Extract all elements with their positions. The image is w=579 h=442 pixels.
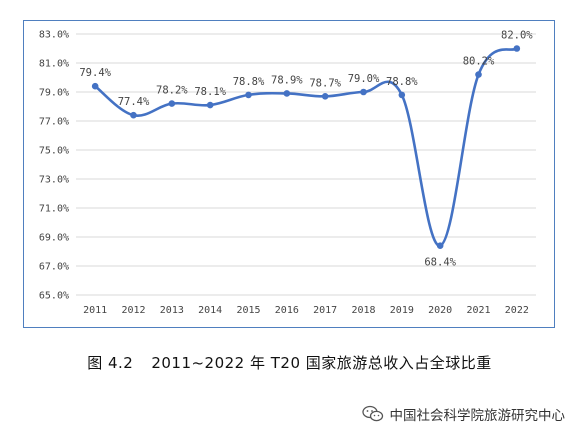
x-tick-label: 2022 — [505, 305, 529, 316]
data-point — [475, 71, 482, 78]
x-tick-label: 2021 — [466, 305, 490, 316]
y-tick-label: 79.0% — [39, 88, 69, 99]
x-tick-label: 2019 — [390, 305, 414, 316]
data-label: 79.4% — [79, 67, 111, 79]
x-tick-label: 2020 — [428, 305, 452, 316]
x-tick-label: 2016 — [275, 305, 299, 316]
x-tick-label: 2017 — [313, 305, 337, 316]
data-point — [91, 82, 99, 90]
x-tick-label: 2011 — [83, 305, 107, 316]
figure-title: 2011~2022 年 T20 国家旅游总收入占全球比重 — [151, 354, 492, 372]
series-line — [94, 47, 518, 247]
watermark: 中国社会科学院旅游研究中心 — [361, 404, 566, 424]
data-point — [360, 88, 367, 96]
data-label: 80.2% — [463, 56, 495, 68]
x-tick-label: 2018 — [351, 305, 375, 316]
data-label: 78.7% — [309, 77, 341, 89]
y-tick-label: 69.0% — [39, 233, 69, 244]
y-tick-label: 83.0% — [39, 30, 69, 41]
data-label: 78.8% — [386, 76, 418, 88]
data-label: 78.8% — [233, 76, 265, 88]
figure-caption: 图 4.2 2011~2022 年 T20 国家旅游总收入占全球比重 — [0, 352, 579, 373]
data-label: 82.0% — [501, 30, 533, 42]
line-chart: 65.0% 67.0% 69.0% 71.0% 73.0% 75.0% 77.0% 79.0%… — [39, 30, 536, 316]
data-point — [513, 45, 521, 52]
data-point — [321, 93, 329, 100]
x-tick-label: 2015 — [236, 305, 260, 316]
chart-frame: 65.0% 67.0% 69.0% 71.0% 73.0% 75.0% 77.0% 79.0%… — [23, 20, 555, 328]
y-tick-label: 71.0% — [39, 204, 69, 215]
data-label: 77.4% — [118, 96, 150, 108]
data-point — [206, 101, 214, 109]
data-label: 78.9% — [271, 74, 303, 86]
y-tick-label: 75.0% — [39, 146, 69, 157]
data-point — [283, 90, 291, 97]
data-label: 79.0% — [348, 73, 380, 85]
wechat-icon — [361, 405, 384, 423]
x-tick-label: 2013 — [160, 305, 184, 316]
data-point — [130, 111, 137, 119]
data-label: 78.2% — [156, 85, 188, 97]
watermark-text: 中国社会科学院旅游研究中心 — [389, 408, 566, 424]
data-point — [436, 242, 444, 249]
data-label: 68.4% — [424, 257, 456, 269]
x-tick-label: 2014 — [198, 305, 222, 316]
y-tick-label: 65.0% — [39, 291, 69, 302]
data-label: 78.1% — [194, 86, 226, 98]
y-tick-label: 73.0% — [39, 175, 69, 186]
x-tick-label: 2012 — [121, 305, 145, 316]
y-tick-label: 77.0% — [39, 117, 69, 128]
data-point — [168, 100, 176, 107]
data-point — [245, 91, 252, 99]
data-point — [398, 91, 406, 99]
y-tick-label: 81.0% — [39, 59, 69, 70]
y-tick-label: 67.0% — [39, 262, 69, 273]
figure-number: 图 4.2 — [87, 354, 134, 372]
